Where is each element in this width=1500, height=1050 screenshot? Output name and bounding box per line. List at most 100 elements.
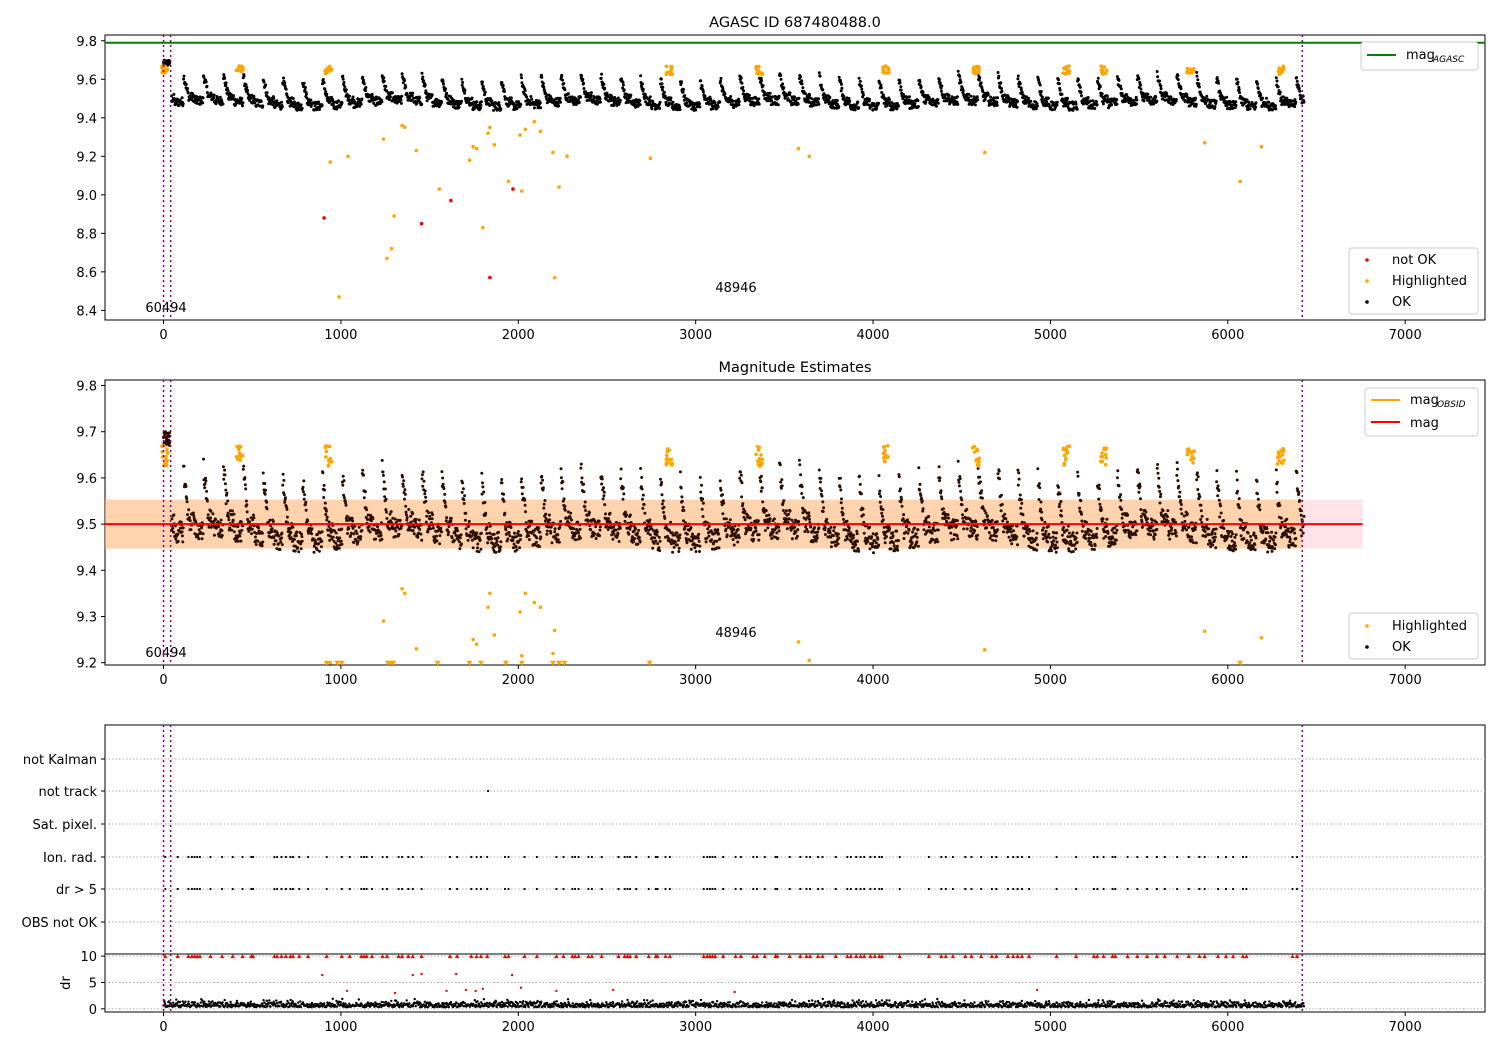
ok-point [1125,93,1129,97]
ok-point [815,536,819,540]
ok-point [430,93,434,97]
ok-point [480,471,484,475]
ok-point [285,515,289,519]
ok-point [636,531,639,535]
ok-point [742,515,746,519]
ok-point [423,83,427,87]
ok-point [563,88,567,92]
ok-point [1096,76,1100,80]
ok-point [721,493,724,497]
ok-point [736,540,740,544]
ok-point [384,85,388,88]
ok-point [757,538,761,542]
ok-point [189,528,193,532]
ok-point [441,476,445,480]
ok-point [303,493,307,497]
ok-point [232,512,236,516]
ok-point [724,517,728,521]
ok-point [836,542,840,546]
ok-point [438,534,442,538]
ok-point [660,493,664,497]
ok-point [713,101,717,105]
ok-point [589,528,593,532]
ok-point [856,539,859,543]
ok-point [1293,105,1297,109]
ok-point [365,508,369,512]
x-tick-label: 4000 [856,328,889,343]
ok-point [483,500,487,504]
ok-point [544,92,548,96]
ok-point [806,530,810,534]
ok-point [449,516,453,520]
ok-point [310,527,314,531]
ok-point [1194,96,1197,100]
ok-point [540,75,544,79]
ok-point [425,99,429,103]
ok-point [675,531,679,535]
ok-point [440,530,444,534]
ok-point [604,512,607,516]
ok-point [1214,102,1218,105]
ok-point [648,533,652,537]
ok-point [821,500,825,504]
ok-point [214,517,218,521]
y-tick-label: 8.8 [76,227,97,242]
ok-point [313,104,317,108]
ok-point [754,529,758,533]
ok-point [594,525,598,529]
ok-point [411,91,415,95]
ok-point [404,510,408,514]
ok-point [295,530,299,534]
ok-point [1015,105,1019,109]
ok-point [650,107,654,111]
ok-point [1158,79,1162,83]
ok-point [1018,82,1022,86]
ok-point [1230,104,1234,107]
ok-point [328,534,332,538]
ok-point [385,89,388,93]
ok-point [1091,99,1095,103]
ok-point [182,77,186,81]
ok-point [462,502,466,505]
ok-point [715,539,719,543]
ok-point [616,96,620,100]
ok-point [507,531,511,534]
ok-point [404,513,408,517]
ok-point [401,475,404,479]
ok-point [606,95,610,99]
ok-point [717,532,721,536]
highlighted-point [1259,144,1264,149]
ok-point [764,509,768,513]
ok-point [936,98,940,102]
ok-point [1120,92,1124,95]
ok-point [520,492,524,496]
ok-point [801,496,805,500]
ok-point [303,85,307,89]
ok-point [587,91,591,95]
ok-point [741,502,745,506]
ok-point [1174,98,1178,101]
highlighted-point [807,154,811,159]
ok-point [777,525,781,529]
ok-point [579,462,583,466]
ok-point [586,519,590,523]
highlighted-point [239,69,244,74]
x-tick-label: 6000 [1211,328,1244,343]
ok-point [847,526,851,530]
ok-point [325,92,329,96]
ok-point [577,101,581,104]
ok-point [740,81,744,85]
ok-point [380,537,384,541]
ok-point [995,101,999,105]
highlighted-point [565,154,569,159]
ok-point [539,106,543,110]
ok-point [431,513,435,517]
ok-point [1020,90,1024,94]
ok-point [435,534,438,538]
ok-point [530,519,534,523]
ok-point [420,71,424,75]
ok-point [819,83,823,87]
x-tick-label: 3000 [679,328,712,343]
ok-point [398,518,402,522]
ok-point [300,532,303,536]
